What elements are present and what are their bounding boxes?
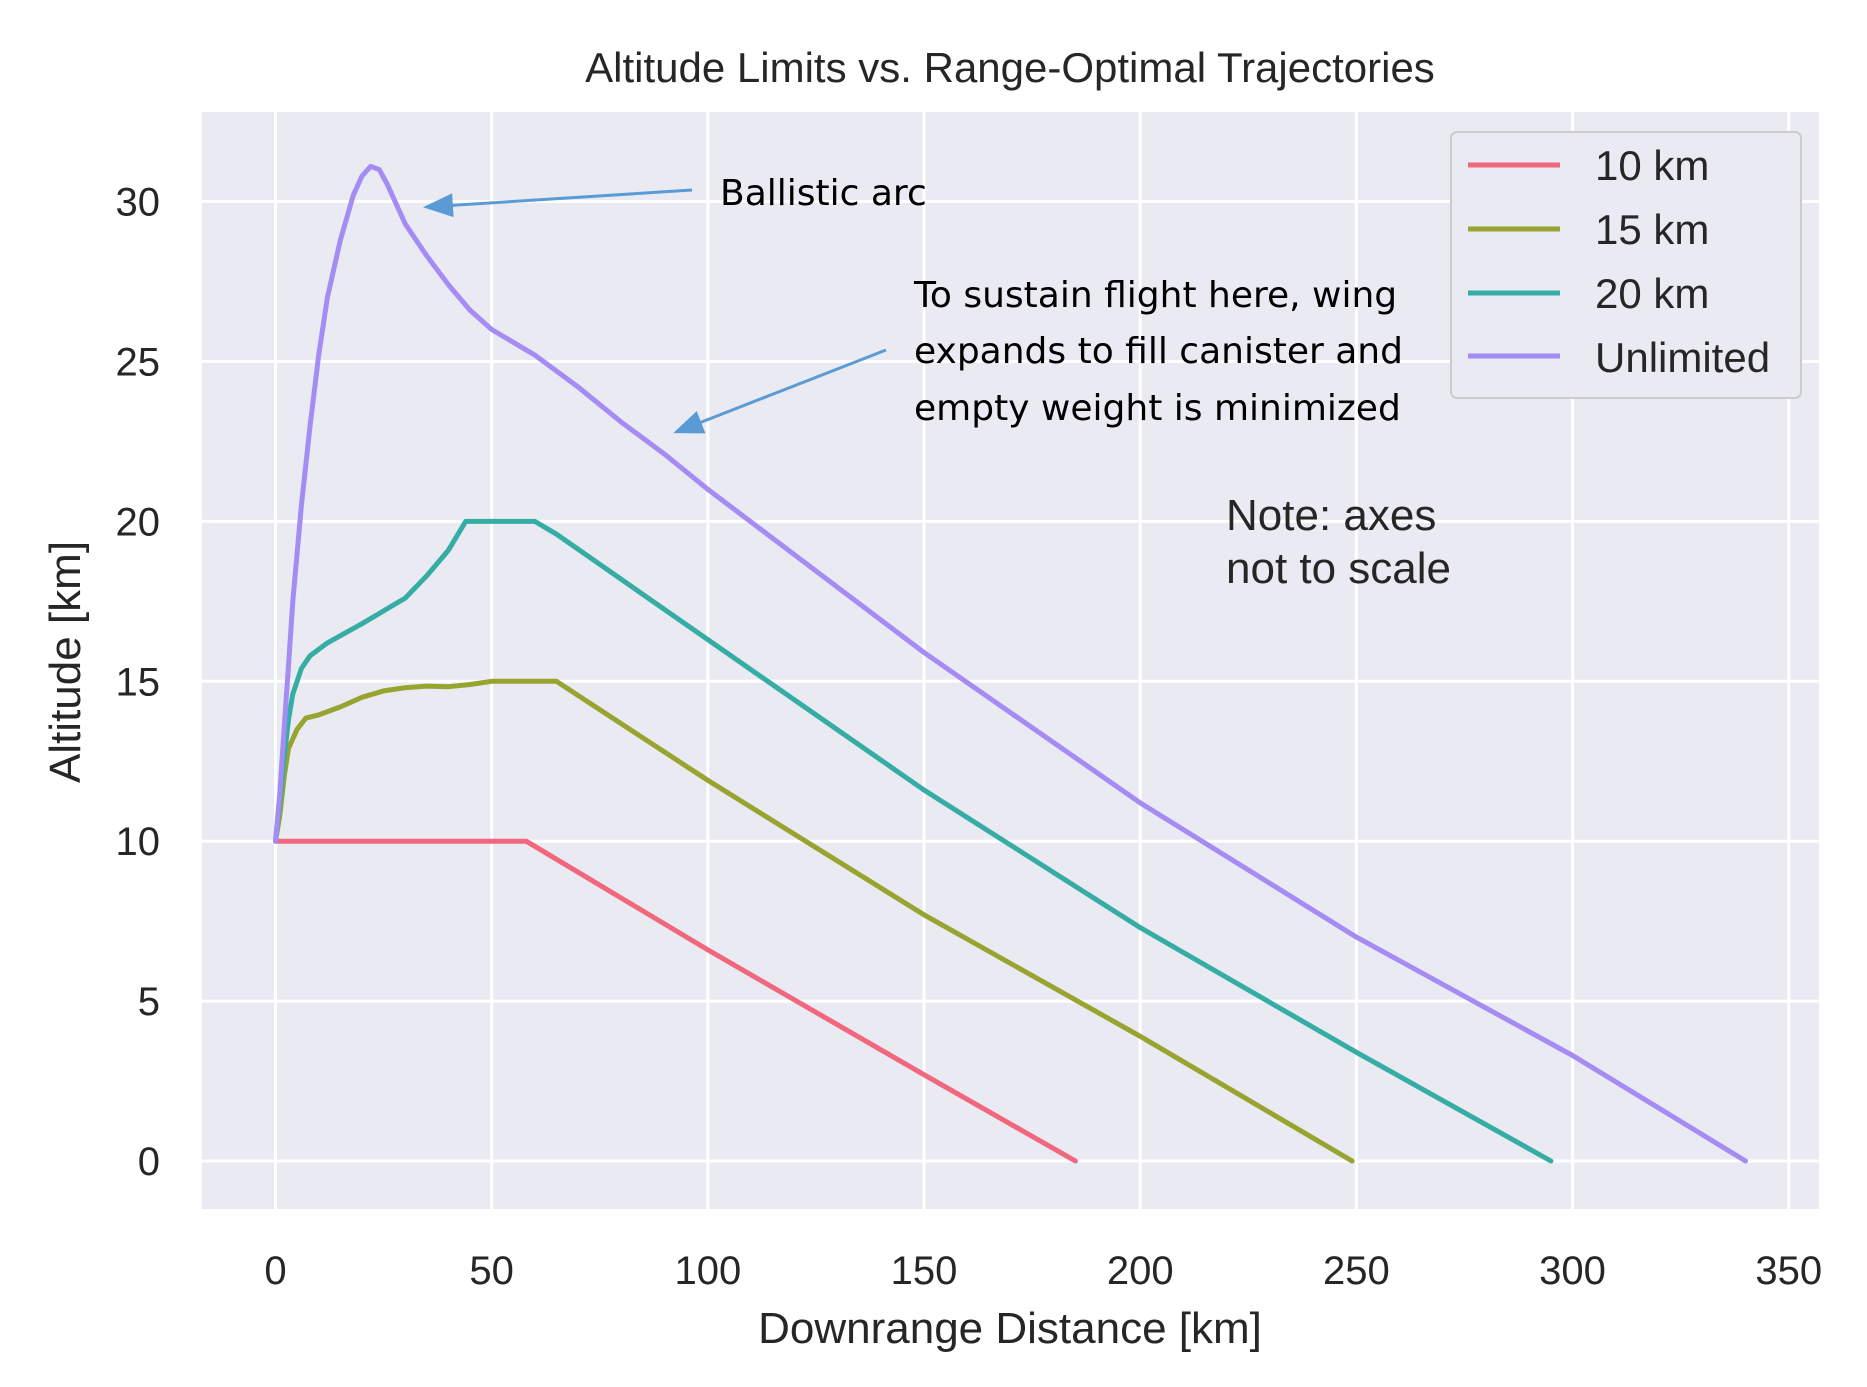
y-tick-label: 0 — [138, 1140, 160, 1184]
x-axis-label: Downrange Distance [km] — [758, 1304, 1262, 1353]
x-tick-label: 100 — [674, 1249, 741, 1293]
series-line-15-km — [273, 678, 1355, 1164]
wing-annotation-line-3: empty weight is minimized — [914, 388, 1401, 429]
legend-label-10km: 10 km — [1595, 142, 1709, 189]
x-tick-label: 300 — [1539, 1249, 1606, 1293]
ballistic-arrow — [423, 188, 693, 218]
series-line-unlimited — [273, 163, 1748, 1164]
wing-arrow — [673, 348, 887, 434]
x-tick-label: 200 — [1107, 1249, 1174, 1293]
legend-label-15km: 15 km — [1595, 206, 1709, 253]
legend-label-unlimited: Unlimited — [1595, 334, 1770, 381]
x-tick-label: 350 — [1755, 1249, 1822, 1293]
x-tick-label: 250 — [1323, 1249, 1390, 1293]
x-tick-label: 50 — [469, 1249, 514, 1293]
y-tick-label: 5 — [138, 980, 160, 1024]
x-tick-label: 150 — [891, 1249, 958, 1293]
y-axis-label: Altitude [km] — [41, 541, 90, 783]
y-tick-label: 20 — [116, 500, 161, 544]
ballistic-annotation: Ballistic arc — [720, 173, 927, 214]
wing-annotation-line-1: To sustain flight here, wing — [913, 275, 1397, 316]
y-tick-label: 30 — [116, 181, 161, 225]
y-tick-label: 25 — [116, 340, 161, 384]
legend: 10 km 15 km 20 km Unlimited — [1450, 131, 1802, 399]
series-layer — [273, 163, 1748, 1164]
tick-labels: 0 50 100 150 200 250 300 350 0 5 10 15 20 25 30 — [116, 181, 1823, 1293]
wing-annotation-line-2: expands to fill canister and — [914, 331, 1403, 372]
series-line-20-km — [273, 518, 1554, 1164]
y-tick-label: 15 — [116, 660, 161, 704]
chart-title: Altitude Limits vs. Range-Optimal Trajec… — [585, 44, 1435, 91]
y-tick-label: 10 — [116, 820, 161, 864]
series-line-10-km — [273, 838, 1078, 1164]
x-tick-label: 0 — [264, 1249, 286, 1293]
legend-box — [1450, 131, 1802, 399]
note-line-1: Note: axes — [1226, 491, 1436, 540]
note-line-2: not to scale — [1226, 544, 1451, 593]
legend-label-20km: 20 km — [1595, 270, 1709, 317]
